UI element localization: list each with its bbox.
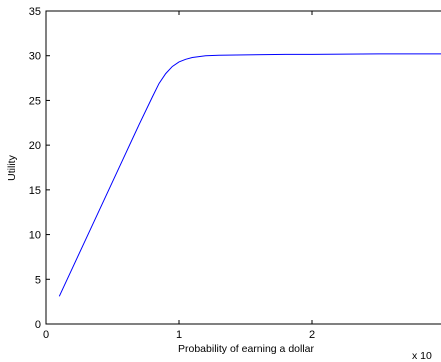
x-tick-label-1: 1 (176, 329, 182, 341)
y-tick-label-20: 20 (29, 140, 41, 152)
x-tick-label-2: 2 (309, 329, 315, 341)
plot-area-box (45, 10, 441, 325)
x-tick-label-0: 0 (43, 329, 49, 341)
utility-line (58, 53, 441, 297)
y-tick-label-10: 10 (29, 230, 41, 242)
y-tick-label-25: 25 (29, 95, 41, 107)
y-tick-label-5: 5 (35, 274, 41, 286)
y-axis-label: Utility (6, 154, 18, 180)
y-axis-ticks: 0 5 10 15 20 25 30 35 (29, 6, 50, 331)
y-tick-label-35: 35 (29, 6, 41, 18)
y-tick-label-15: 15 (29, 185, 41, 197)
x-axis-ticks: 0123 (43, 11, 315, 341)
x-axis-exponent-label: x 10 (412, 350, 432, 362)
y-tick-label-0: 0 (35, 319, 41, 331)
x-axis-label: Probability of earning a dollar (178, 343, 315, 355)
y-tick-label-30: 30 (29, 51, 41, 63)
